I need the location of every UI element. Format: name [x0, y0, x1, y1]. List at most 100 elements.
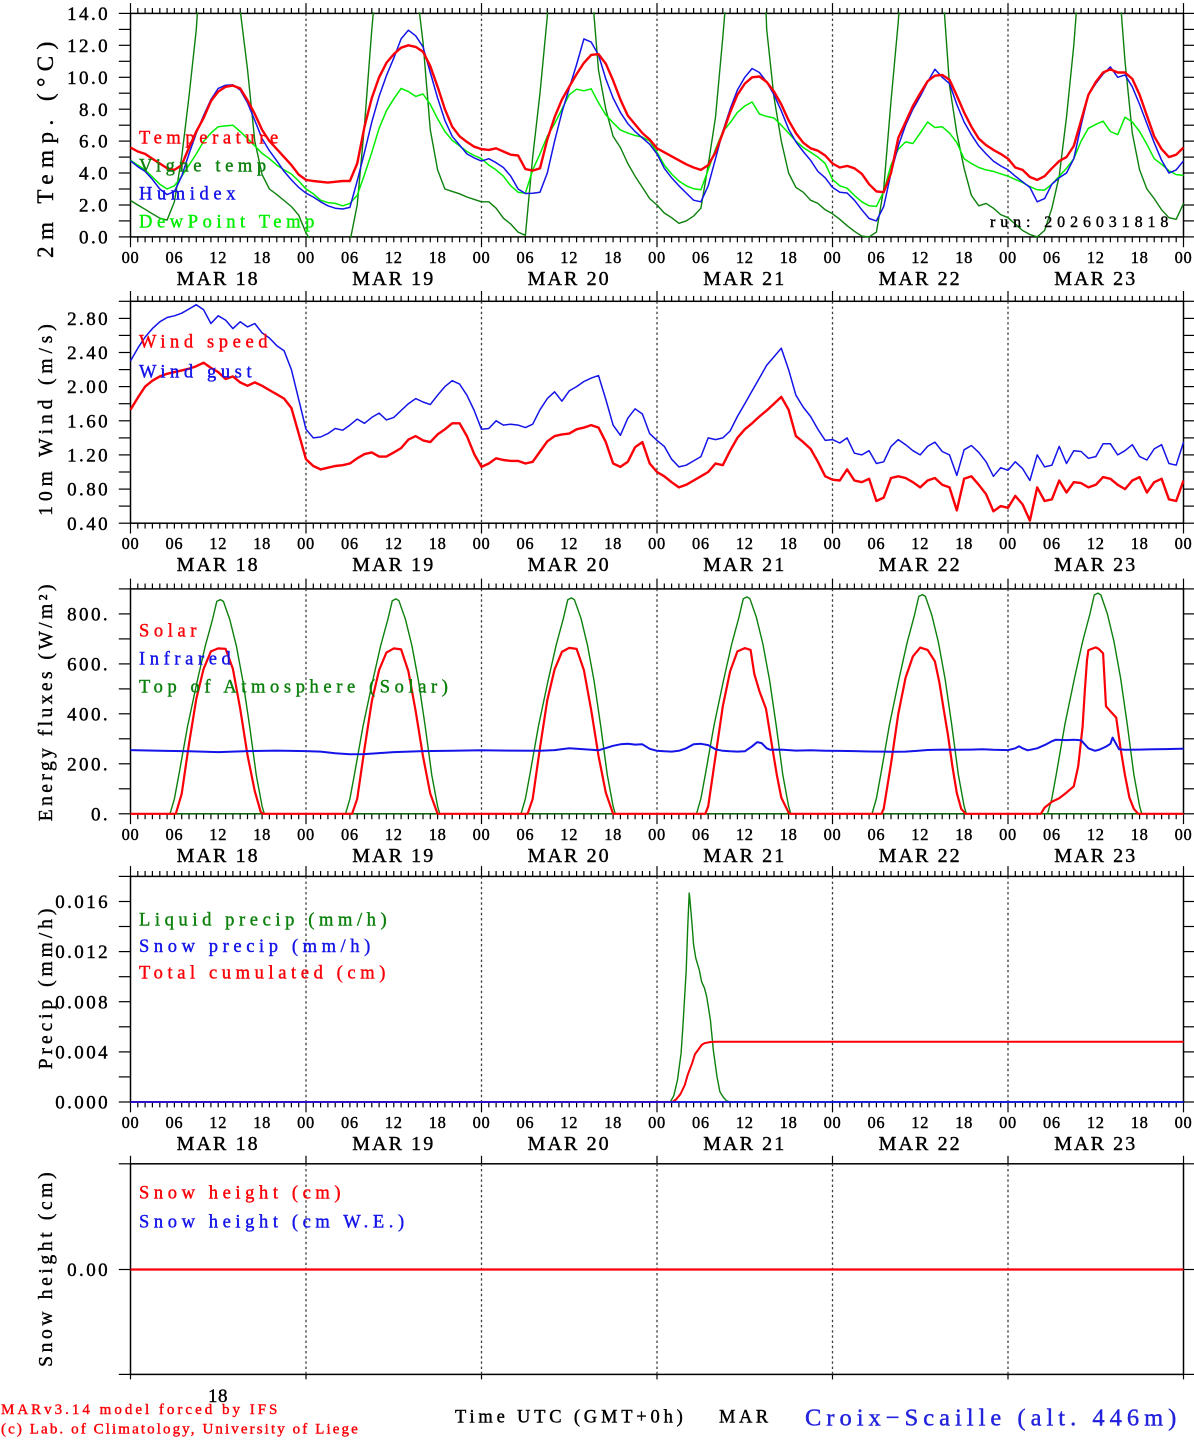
svg-text:12: 12: [1087, 1113, 1105, 1132]
svg-text:Time UTC (GMT+0h): Time UTC (GMT+0h): [455, 1408, 687, 1428]
svg-text:MAR 21: MAR 21: [703, 554, 786, 576]
svg-text:6.0: 6.0: [79, 132, 110, 153]
svg-text:0.0: 0.0: [79, 228, 110, 249]
svg-text:0.40: 0.40: [67, 514, 110, 535]
svg-text:06: 06: [341, 825, 359, 844]
svg-text:12: 12: [560, 1113, 578, 1132]
svg-text:12: 12: [1087, 825, 1105, 844]
svg-text:18: 18: [780, 534, 798, 553]
svg-text:0.00: 0.00: [67, 1260, 110, 1281]
svg-text:00: 00: [824, 1113, 842, 1132]
svg-text:Croix−Scaille (alt. 446m): Croix−Scaille (alt. 446m): [805, 1405, 1181, 1432]
svg-text:0.80: 0.80: [67, 480, 110, 501]
svg-text:MAR 23: MAR 23: [1054, 554, 1137, 576]
svg-text:Liquid precip (mm/h): Liquid precip (mm/h): [139, 911, 391, 931]
svg-text:10m Wind (m/s): 10m Wind (m/s): [36, 319, 57, 515]
svg-text:00: 00: [473, 825, 491, 844]
svg-text:MAR 22: MAR 22: [879, 1133, 962, 1155]
svg-text:00: 00: [122, 248, 140, 267]
svg-text:00: 00: [297, 248, 315, 267]
svg-text:MAR 18: MAR 18: [177, 845, 260, 867]
svg-text:2.40: 2.40: [67, 343, 110, 364]
svg-text:MAR 19: MAR 19: [352, 1133, 435, 1155]
svg-text:18: 18: [604, 1113, 622, 1132]
svg-text:800.: 800.: [67, 605, 110, 626]
svg-text:06: 06: [868, 825, 886, 844]
svg-text:MARv3.14 model forced by IFS: MARv3.14 model forced by IFS: [1, 1402, 280, 1418]
svg-text:12: 12: [736, 1113, 754, 1132]
svg-text:Humidex: Humidex: [139, 185, 240, 205]
svg-text:0.004: 0.004: [55, 1043, 110, 1064]
svg-text:12: 12: [1087, 534, 1105, 553]
svg-text:00: 00: [999, 534, 1017, 553]
svg-text:00: 00: [122, 534, 140, 553]
svg-text:00: 00: [648, 248, 666, 267]
svg-text:12: 12: [736, 534, 754, 553]
svg-text:MAR 18: MAR 18: [177, 554, 260, 576]
svg-text:00: 00: [473, 1113, 491, 1132]
svg-text:06: 06: [166, 534, 184, 553]
svg-text:18: 18: [429, 534, 447, 553]
svg-text:MAR 23: MAR 23: [1054, 1133, 1137, 1155]
svg-text:10.0: 10.0: [67, 68, 110, 89]
svg-text:Snow height (cm W.E.): Snow height (cm W.E.): [139, 1213, 409, 1233]
svg-text:4.0: 4.0: [79, 164, 110, 185]
svg-text:00: 00: [473, 534, 491, 553]
svg-text:2.80: 2.80: [67, 309, 110, 330]
svg-text:00: 00: [1175, 825, 1193, 844]
svg-text:Temperature: Temperature: [139, 129, 283, 149]
svg-text:run: 2026031818: run: 2026031818: [990, 214, 1173, 231]
svg-text:18: 18: [1131, 534, 1149, 553]
svg-text:12: 12: [385, 825, 403, 844]
svg-text:06: 06: [341, 248, 359, 267]
svg-text:Precip (mm/h): Precip (mm/h): [36, 905, 57, 1070]
svg-text:06: 06: [868, 248, 886, 267]
svg-text:06: 06: [166, 1113, 184, 1132]
svg-text:MAR 22: MAR 22: [879, 268, 962, 290]
svg-text:12: 12: [560, 534, 578, 553]
svg-text:00: 00: [297, 825, 315, 844]
svg-text:06: 06: [692, 825, 710, 844]
svg-text:1.60: 1.60: [67, 411, 110, 432]
svg-text:06: 06: [517, 1113, 535, 1132]
svg-text:0.008: 0.008: [55, 992, 110, 1013]
svg-text:18: 18: [1131, 825, 1149, 844]
svg-text:Vigne temp: Vigne temp: [139, 157, 271, 177]
svg-text:06: 06: [1043, 1113, 1061, 1132]
svg-text:18: 18: [208, 1386, 228, 1407]
svg-text:18: 18: [253, 1113, 271, 1132]
svg-text:18: 18: [955, 248, 973, 267]
svg-text:06: 06: [692, 1113, 710, 1132]
svg-text:MAR 22: MAR 22: [879, 845, 962, 867]
svg-text:0.016: 0.016: [55, 892, 110, 913]
svg-text:06: 06: [692, 248, 710, 267]
svg-text:Snow height (cm): Snow height (cm): [36, 1169, 57, 1367]
svg-text:600.: 600.: [67, 655, 110, 676]
svg-text:MAR 21: MAR 21: [703, 268, 786, 290]
svg-text:12: 12: [385, 534, 403, 553]
svg-text:MAR: MAR: [719, 1408, 772, 1428]
svg-text:18: 18: [604, 825, 622, 844]
svg-text:DewPoint Temp: DewPoint Temp: [139, 213, 319, 233]
svg-text:MAR 23: MAR 23: [1054, 845, 1137, 867]
svg-text:18: 18: [1131, 248, 1149, 267]
svg-text:MAR 20: MAR 20: [528, 845, 611, 867]
svg-text:12: 12: [736, 248, 754, 267]
svg-text:Total cumulated (cm): Total cumulated (cm): [139, 964, 390, 984]
svg-text:Solar: Solar: [139, 622, 201, 642]
svg-text:12: 12: [1087, 248, 1105, 267]
svg-text:06: 06: [1043, 248, 1061, 267]
svg-text:400.: 400.: [67, 704, 110, 725]
svg-text:Wind speed: Wind speed: [139, 333, 272, 353]
svg-text:06: 06: [517, 248, 535, 267]
svg-text:0.: 0.: [91, 804, 110, 825]
svg-text:06: 06: [517, 534, 535, 553]
svg-text:18: 18: [429, 1113, 447, 1132]
svg-text:18: 18: [429, 825, 447, 844]
svg-text:00: 00: [648, 1113, 666, 1132]
svg-text:0.000: 0.000: [55, 1093, 110, 1114]
svg-text:MAR 19: MAR 19: [352, 554, 435, 576]
svg-text:18: 18: [780, 248, 798, 267]
svg-text:12: 12: [911, 1113, 929, 1132]
svg-text:00: 00: [648, 825, 666, 844]
